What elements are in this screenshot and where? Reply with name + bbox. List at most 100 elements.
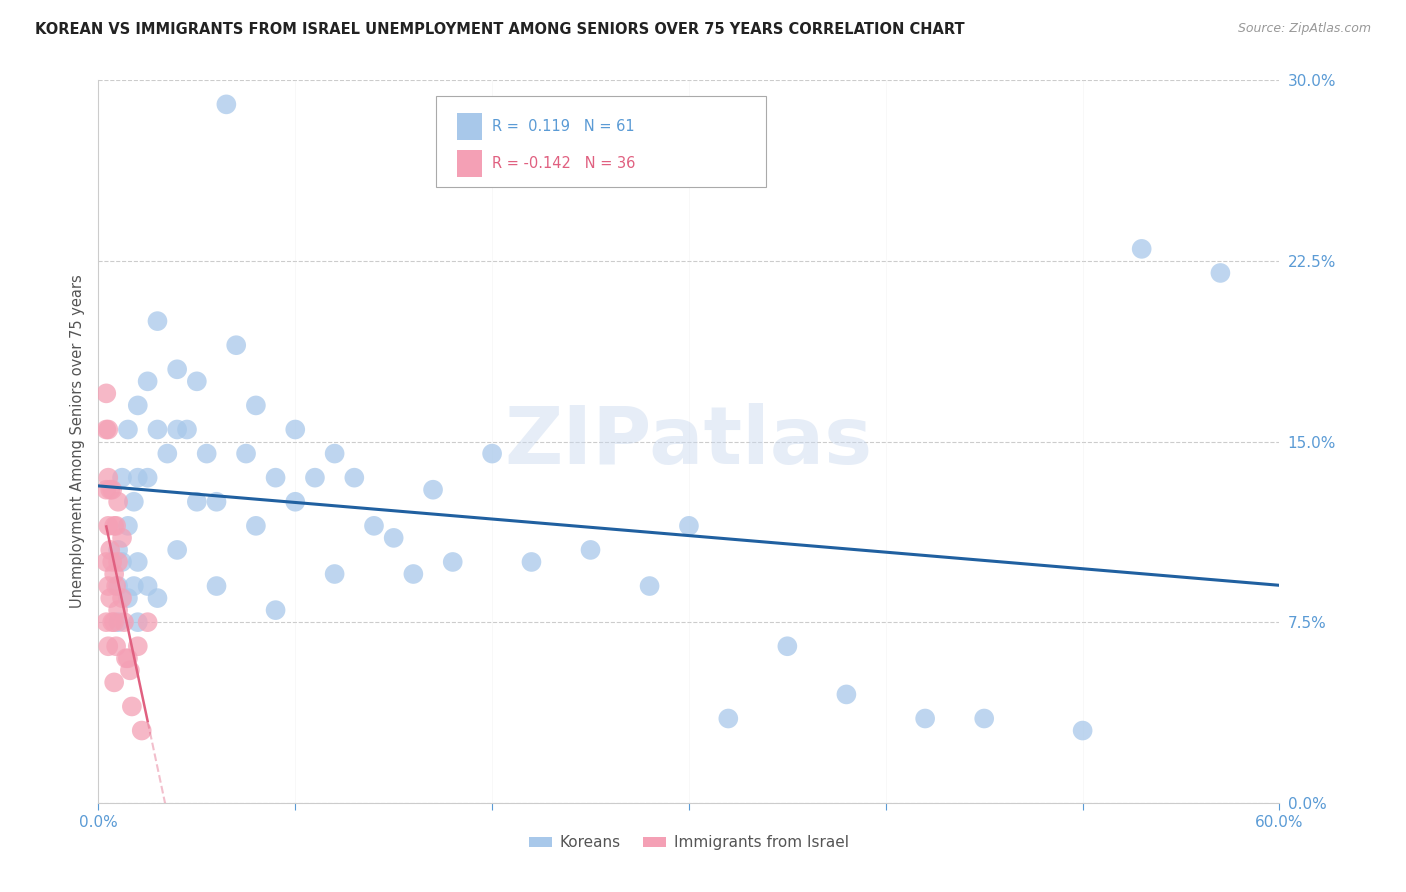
Point bbox=[105, 518, 128, 533]
Point bbox=[382, 531, 405, 545]
Point bbox=[127, 615, 149, 630]
Point bbox=[115, 651, 138, 665]
Point bbox=[127, 398, 149, 412]
Point bbox=[579, 542, 602, 557]
Point bbox=[98, 483, 121, 497]
Point bbox=[481, 446, 503, 460]
Point bbox=[96, 483, 118, 497]
Point bbox=[107, 494, 129, 508]
Point bbox=[284, 494, 307, 508]
Point bbox=[96, 555, 118, 569]
Point bbox=[131, 723, 153, 738]
Point bbox=[101, 483, 124, 497]
Point bbox=[176, 422, 198, 436]
Point bbox=[107, 615, 129, 630]
Point bbox=[835, 687, 858, 701]
Point bbox=[97, 422, 120, 436]
Point bbox=[422, 483, 444, 497]
Point bbox=[103, 567, 125, 582]
Point bbox=[225, 338, 247, 352]
Point bbox=[323, 446, 346, 460]
Point bbox=[112, 615, 135, 630]
Point bbox=[245, 398, 267, 412]
Point bbox=[1130, 242, 1153, 256]
Point bbox=[136, 579, 159, 593]
Point bbox=[402, 567, 425, 582]
Point bbox=[146, 591, 169, 605]
Point bbox=[118, 664, 141, 678]
Point bbox=[205, 579, 228, 593]
Point bbox=[122, 494, 145, 508]
Point bbox=[117, 591, 139, 605]
Point bbox=[97, 518, 120, 533]
Point bbox=[678, 518, 700, 533]
Point bbox=[97, 470, 120, 484]
Point bbox=[166, 542, 188, 557]
Point bbox=[441, 555, 464, 569]
Point bbox=[98, 542, 121, 557]
Point bbox=[638, 579, 661, 593]
Text: ZIPatlas: ZIPatlas bbox=[505, 402, 873, 481]
Point bbox=[105, 579, 128, 593]
Text: R = -0.142   N = 36: R = -0.142 N = 36 bbox=[492, 156, 636, 171]
Point bbox=[101, 615, 124, 630]
Point bbox=[96, 386, 118, 401]
Point bbox=[101, 555, 124, 569]
Point bbox=[136, 374, 159, 388]
Point bbox=[264, 470, 287, 484]
Point bbox=[186, 494, 208, 508]
Point bbox=[107, 542, 129, 557]
Point bbox=[117, 422, 139, 436]
Point bbox=[103, 675, 125, 690]
Point bbox=[117, 651, 139, 665]
Point bbox=[304, 470, 326, 484]
Point bbox=[127, 639, 149, 653]
Point bbox=[111, 531, 134, 545]
Point bbox=[363, 518, 385, 533]
Point bbox=[107, 555, 129, 569]
Text: Source: ZipAtlas.com: Source: ZipAtlas.com bbox=[1237, 22, 1371, 36]
Point bbox=[121, 699, 143, 714]
Point bbox=[520, 555, 543, 569]
Point bbox=[111, 555, 134, 569]
Point bbox=[122, 579, 145, 593]
Point bbox=[914, 712, 936, 726]
Legend: Koreans, Immigrants from Israel: Koreans, Immigrants from Israel bbox=[523, 830, 855, 856]
Point bbox=[105, 639, 128, 653]
Point bbox=[205, 494, 228, 508]
Point bbox=[1071, 723, 1094, 738]
Point bbox=[111, 470, 134, 484]
Point bbox=[103, 615, 125, 630]
Point bbox=[264, 603, 287, 617]
Point bbox=[96, 615, 118, 630]
Point bbox=[107, 603, 129, 617]
Point bbox=[146, 422, 169, 436]
Point bbox=[166, 362, 188, 376]
Point bbox=[215, 97, 238, 112]
Point bbox=[323, 567, 346, 582]
Point bbox=[107, 579, 129, 593]
Point bbox=[186, 374, 208, 388]
Point bbox=[195, 446, 218, 460]
Point bbox=[146, 314, 169, 328]
Point bbox=[1209, 266, 1232, 280]
Point bbox=[117, 518, 139, 533]
Point bbox=[776, 639, 799, 653]
Point bbox=[103, 518, 125, 533]
Point bbox=[136, 470, 159, 484]
Text: KOREAN VS IMMIGRANTS FROM ISRAEL UNEMPLOYMENT AMONG SENIORS OVER 75 YEARS CORREL: KOREAN VS IMMIGRANTS FROM ISRAEL UNEMPLO… bbox=[35, 22, 965, 37]
Point bbox=[127, 555, 149, 569]
Point bbox=[973, 712, 995, 726]
Point bbox=[284, 422, 307, 436]
Point bbox=[136, 615, 159, 630]
Text: R =  0.119   N = 61: R = 0.119 N = 61 bbox=[492, 120, 634, 135]
Y-axis label: Unemployment Among Seniors over 75 years: Unemployment Among Seniors over 75 years bbox=[70, 275, 86, 608]
Point bbox=[97, 639, 120, 653]
Point bbox=[717, 712, 740, 726]
Point bbox=[235, 446, 257, 460]
Point bbox=[127, 470, 149, 484]
Point bbox=[97, 579, 120, 593]
Point bbox=[156, 446, 179, 460]
Point bbox=[96, 422, 118, 436]
Point bbox=[98, 591, 121, 605]
